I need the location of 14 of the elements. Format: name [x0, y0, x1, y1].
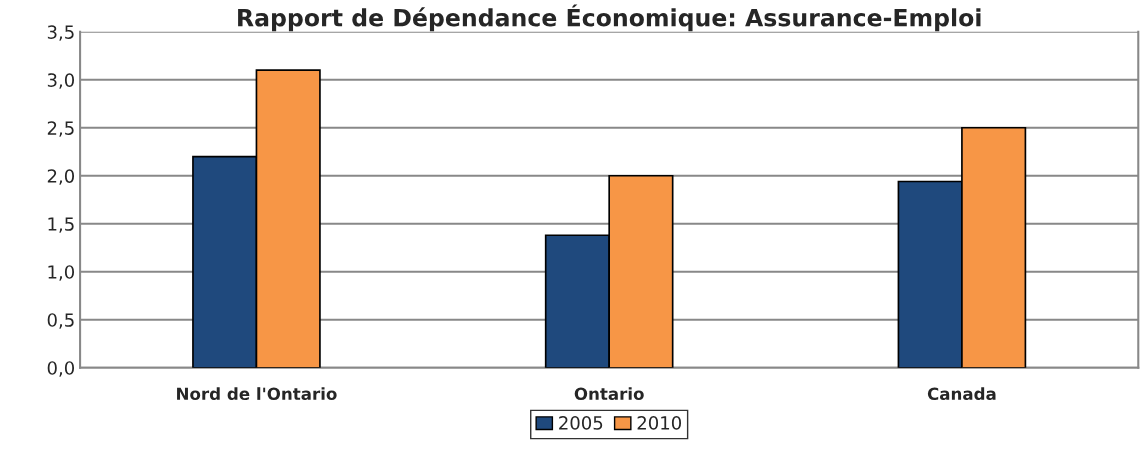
- legend-label: 2005: [559, 416, 603, 430]
- y-tick-label: 2,5: [47, 121, 74, 137]
- x-tick-label: Ontario: [574, 387, 644, 401]
- legend-label: 2010: [637, 416, 682, 430]
- x-tick-label: Canada: [927, 387, 996, 401]
- y-tick-label: 1,5: [48, 217, 74, 233]
- y-tick-label: 2,0: [47, 169, 75, 185]
- y-tick-label: 0,0: [47, 361, 75, 377]
- y-tick-label: 3,5: [47, 25, 74, 41]
- chart-title: Rapport de Dépendance Économique: Assurance-Emploi: [238, 4, 981, 32]
- y-tick-label: 3,0: [47, 73, 75, 89]
- y-tick-label: 1,0: [48, 265, 75, 281]
- x-tick-label: Nord de l'Ontario: [177, 387, 337, 401]
- y-tick-label: 0,5: [47, 313, 74, 329]
